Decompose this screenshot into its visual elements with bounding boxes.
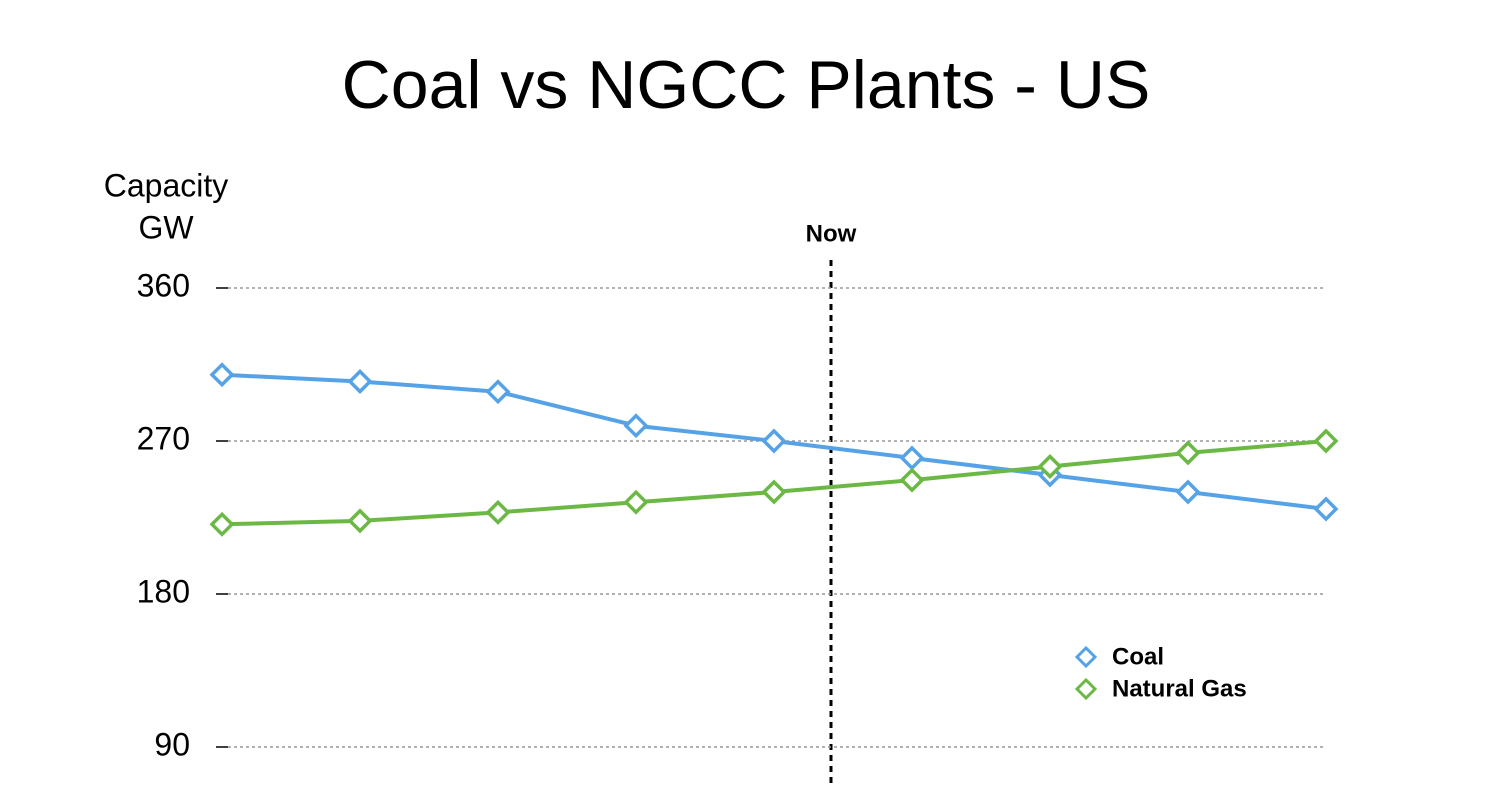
data-point [623,413,649,439]
data-point [209,511,235,537]
data-point [1313,428,1339,454]
data-point [209,362,235,388]
data-point [485,379,511,405]
data-point [1313,496,1339,522]
y-tick-label: 270 [137,420,190,456]
data-point [899,445,925,471]
y-axis-label: GW [138,209,194,245]
legend-marker [1074,677,1098,701]
data-point [1175,440,1201,466]
y-tick-label: 90 [154,726,190,762]
y-tick-label: 180 [137,573,190,609]
data-point [347,508,373,534]
chart-title: Coal vs NGCC Plants - US [342,47,1151,123]
data-point [761,479,787,505]
y-axis-label: Capacity [104,167,229,203]
data-point [1037,454,1063,479]
y-tick-label: 360 [137,267,190,303]
data-point [761,428,787,454]
data-point [485,499,511,525]
legend-label: Coal [1112,643,1164,670]
annotation: Now [806,220,857,247]
legend-label: Natural Gas [1112,675,1247,702]
legend-marker [1074,645,1098,669]
data-point [899,467,925,493]
data-point [347,369,373,394]
data-point [623,489,649,515]
data-point [1175,479,1201,505]
